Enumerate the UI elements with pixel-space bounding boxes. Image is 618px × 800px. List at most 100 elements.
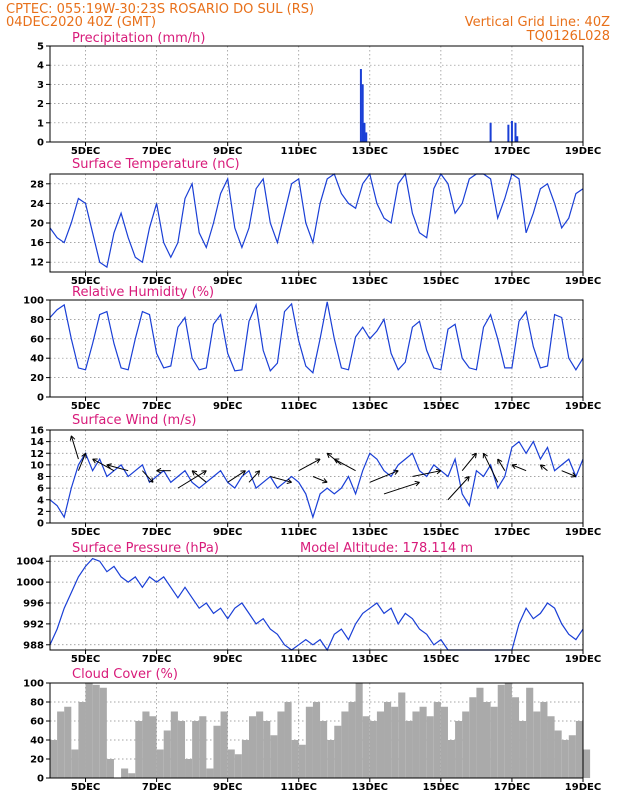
wind-arrowhead [393,469,399,475]
bar [106,759,114,778]
x-tick-label: 19DEC [565,654,601,665]
y-tick-label: 80 [30,315,44,326]
y-tick-label: 60 [30,334,44,345]
bar [185,759,193,778]
bar [298,744,306,778]
header-model: TQ0126L028 [526,29,610,44]
panel-1: 0 1 2 3 4 5 5DEC 7DEC 9DEC 11DEC 13DEC 15DEC 17DEC 19… [37,31,601,157]
x-tick-label: 15DEC [423,782,459,793]
x-tick-label: 15DEC [423,146,459,157]
x-tick-label: 9DEC [213,401,242,412]
wind-vector [483,453,499,483]
bar [50,740,58,778]
y-tick-label: 80 [30,698,44,709]
bar [476,687,484,778]
x-tick-label: 7DEC [142,146,171,157]
bar [447,740,456,778]
y-tick-label: 4 [37,61,44,72]
bar [213,725,221,778]
wind-vector [312,476,328,483]
panel-3: 0 20 40 60 80 100 5DEC 7DEC 9DEC 11DEC 13DEC 15DEC 1… [23,285,601,412]
wind-arrowhead [106,463,112,469]
bar [135,721,143,778]
wind-arrowhead [511,463,517,470]
x-tick-label: 13DEC [352,146,388,157]
x-tick-label: 19DEC [565,401,601,412]
bar [256,711,264,778]
bar [583,749,591,778]
bar [263,721,271,778]
wind-arrowhead [156,467,162,474]
plot-frame [49,555,584,651]
wind-vector [227,470,246,483]
bar [85,683,93,778]
x-tick-label: 17DEC [494,146,530,157]
bar [99,687,107,778]
bar [227,749,235,778]
y-tick-label: 8 [37,472,44,483]
x-tick-label: 5DEC [71,782,100,793]
bar [355,683,363,778]
x-tick-label: 19DEC [565,782,601,793]
wind-vector [298,458,321,472]
x-tick-label: 9DEC [213,527,242,538]
x-tick-label: 13DEC [352,401,388,412]
wind-arrowhead [92,458,98,464]
wind-arrowhead [333,458,340,464]
x-tick-label: 15DEC [423,276,459,287]
x-tick-label: 7DEC [142,527,171,538]
wind-vector [177,470,207,489]
wind-vector [70,435,79,460]
bar [433,702,441,778]
bar [462,711,470,778]
bar [348,702,356,778]
bar [507,124,510,142]
bar [312,702,321,778]
panel-title: Surface Pressure (hPa) [72,541,219,556]
y-tick-label: 0 [37,519,44,530]
wind-vector [92,458,115,472]
plot-frame [49,45,584,143]
header-location: CPTEC: 055:19W-30:23S ROSARIO DO SUL (RS… [6,2,314,17]
wind-vector [334,458,356,472]
wind-vector [461,452,477,472]
y-tick-label: 988 [23,640,44,651]
wind-arrowhead [69,435,76,441]
y-tick-label: 4 [37,495,44,506]
bar [128,773,136,778]
plot-frame [49,682,584,779]
bar [398,692,406,778]
bar [163,730,171,778]
plot-frame [49,173,584,273]
wind-arrowhead [148,477,154,483]
bar [192,721,200,778]
x-tick-label: 19DEC [565,146,601,157]
wind-vector [540,464,548,472]
wind-arrowhead [326,452,333,459]
wind-vector [412,470,441,477]
x-tick-label: 9DEC [213,276,242,287]
bar [64,706,72,778]
bar [92,684,100,778]
x-tick-label: 11DEC [281,654,317,665]
panel-title: Surface Temperature (nC) [72,157,240,172]
x-tick-label: 5DEC [71,401,100,412]
wind-vector [561,470,577,477]
x-tick-label: 11DEC [281,146,317,157]
bar [519,721,527,778]
panel-6: 0 20 40 60 80 100 5DEC 7DEC 9DEC 11DEC 13DEC 15DEC 1… [23,667,601,793]
wind-arrowhead [414,480,420,487]
y-tick-label: 16 [30,238,44,249]
bar [362,716,370,778]
bar [568,735,576,778]
x-tick-label: 17DEC [494,401,530,412]
x-tick-label: 11DEC [281,276,317,287]
wind-vector [383,481,420,495]
bar [526,687,534,778]
panel-title: Cloud Cover (%) [72,667,178,682]
bar [327,740,335,778]
bar [71,749,79,778]
bar [284,702,292,778]
panel-title: Precipitation (mm/h) [72,31,205,46]
